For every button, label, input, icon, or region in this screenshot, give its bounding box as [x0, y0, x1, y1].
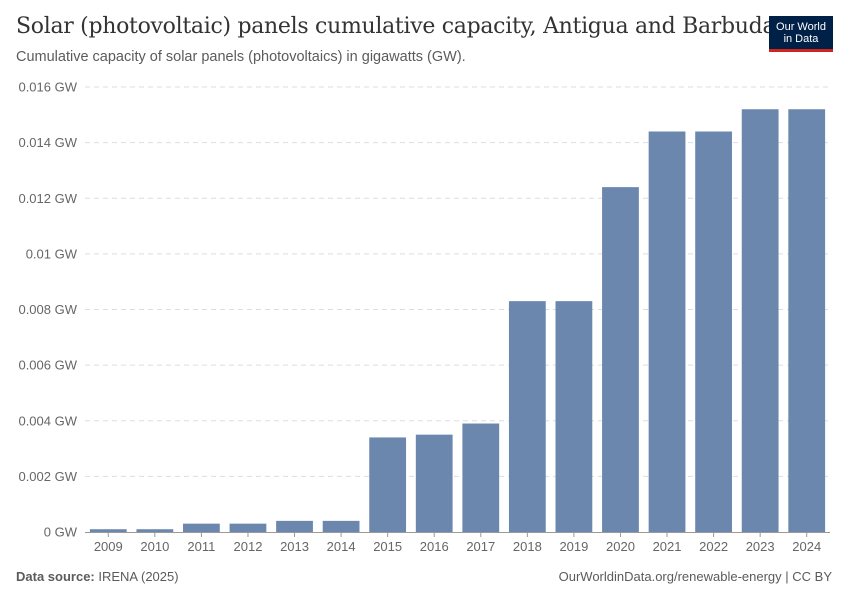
bar [788, 109, 826, 532]
bar [183, 523, 220, 532]
bar [322, 520, 360, 532]
y-tick-label: 0.01 GW [26, 246, 78, 261]
bar [695, 131, 732, 532]
bar [555, 301, 593, 532]
y-tick-label: 0.016 GW [18, 80, 77, 95]
x-tick-label: 2016 [420, 539, 449, 554]
data-source: Data source: IRENA (2025) [16, 569, 179, 584]
footer-credit[interactable]: OurWorldinData.org/renewable-energy | CC… [558, 569, 832, 584]
x-tick-label: 2010 [140, 539, 169, 554]
logo-line-1: Our World [776, 21, 826, 33]
chart-subtitle: Cumulative capacity of solar panels (pho… [16, 49, 466, 65]
bar [276, 520, 313, 532]
x-tick-label: 2024 [792, 539, 821, 554]
x-tick-label: 2013 [280, 539, 309, 554]
bar [136, 529, 174, 532]
x-tick-label: 2009 [94, 539, 123, 554]
bar [648, 131, 686, 532]
y-tick-label: 0.012 GW [18, 191, 77, 206]
x-tick-label: 2021 [653, 539, 682, 554]
y-tick-label: 0.014 GW [18, 135, 77, 150]
bar [462, 423, 500, 532]
data-source-value[interactable]: IRENA (2025) [98, 569, 179, 584]
bar [508, 301, 546, 532]
x-tick-label: 2014 [327, 539, 356, 554]
y-tick-label: 0.006 GW [18, 358, 77, 373]
x-tick-label: 2019 [559, 539, 588, 554]
y-tick-label: 0 GW [44, 525, 78, 540]
x-tick-label: 2015 [373, 539, 402, 554]
x-tick-label: 2023 [746, 539, 775, 554]
y-tick-label: 0.002 GW [18, 469, 77, 484]
chart-title: Solar (photovoltaic) panels cumulative c… [16, 14, 776, 39]
bar [229, 523, 267, 532]
x-tick-label: 2011 [187, 539, 215, 554]
data-source-label: Data source: [16, 569, 95, 584]
x-tick-label: 2022 [699, 539, 728, 554]
owid-logo[interactable]: Our World in Data [769, 16, 833, 52]
x-tick-label: 2017 [466, 539, 495, 554]
x-tick-label: 2018 [513, 539, 542, 554]
y-tick-label: 0.004 GW [18, 413, 77, 428]
y-tick-label: 0.008 GW [18, 302, 77, 317]
bar [415, 434, 453, 532]
bar [369, 437, 407, 532]
bar [741, 109, 779, 532]
x-tick-label: 2020 [606, 539, 635, 554]
x-tick-label: 2012 [234, 539, 263, 554]
bar [602, 187, 639, 532]
logo-line-2: in Data [783, 33, 819, 45]
bar [89, 529, 127, 532]
